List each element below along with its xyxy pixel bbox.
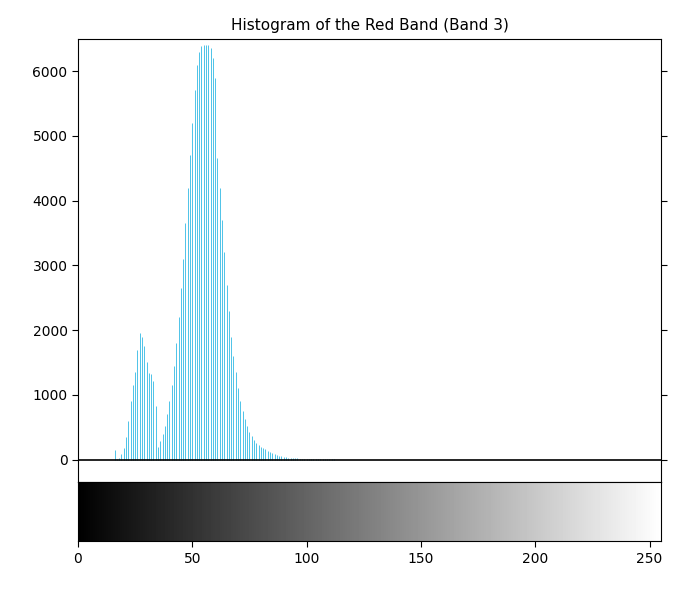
Title: Histogram of the Red Band (Band 3): Histogram of the Red Band (Band 3) <box>231 18 508 33</box>
